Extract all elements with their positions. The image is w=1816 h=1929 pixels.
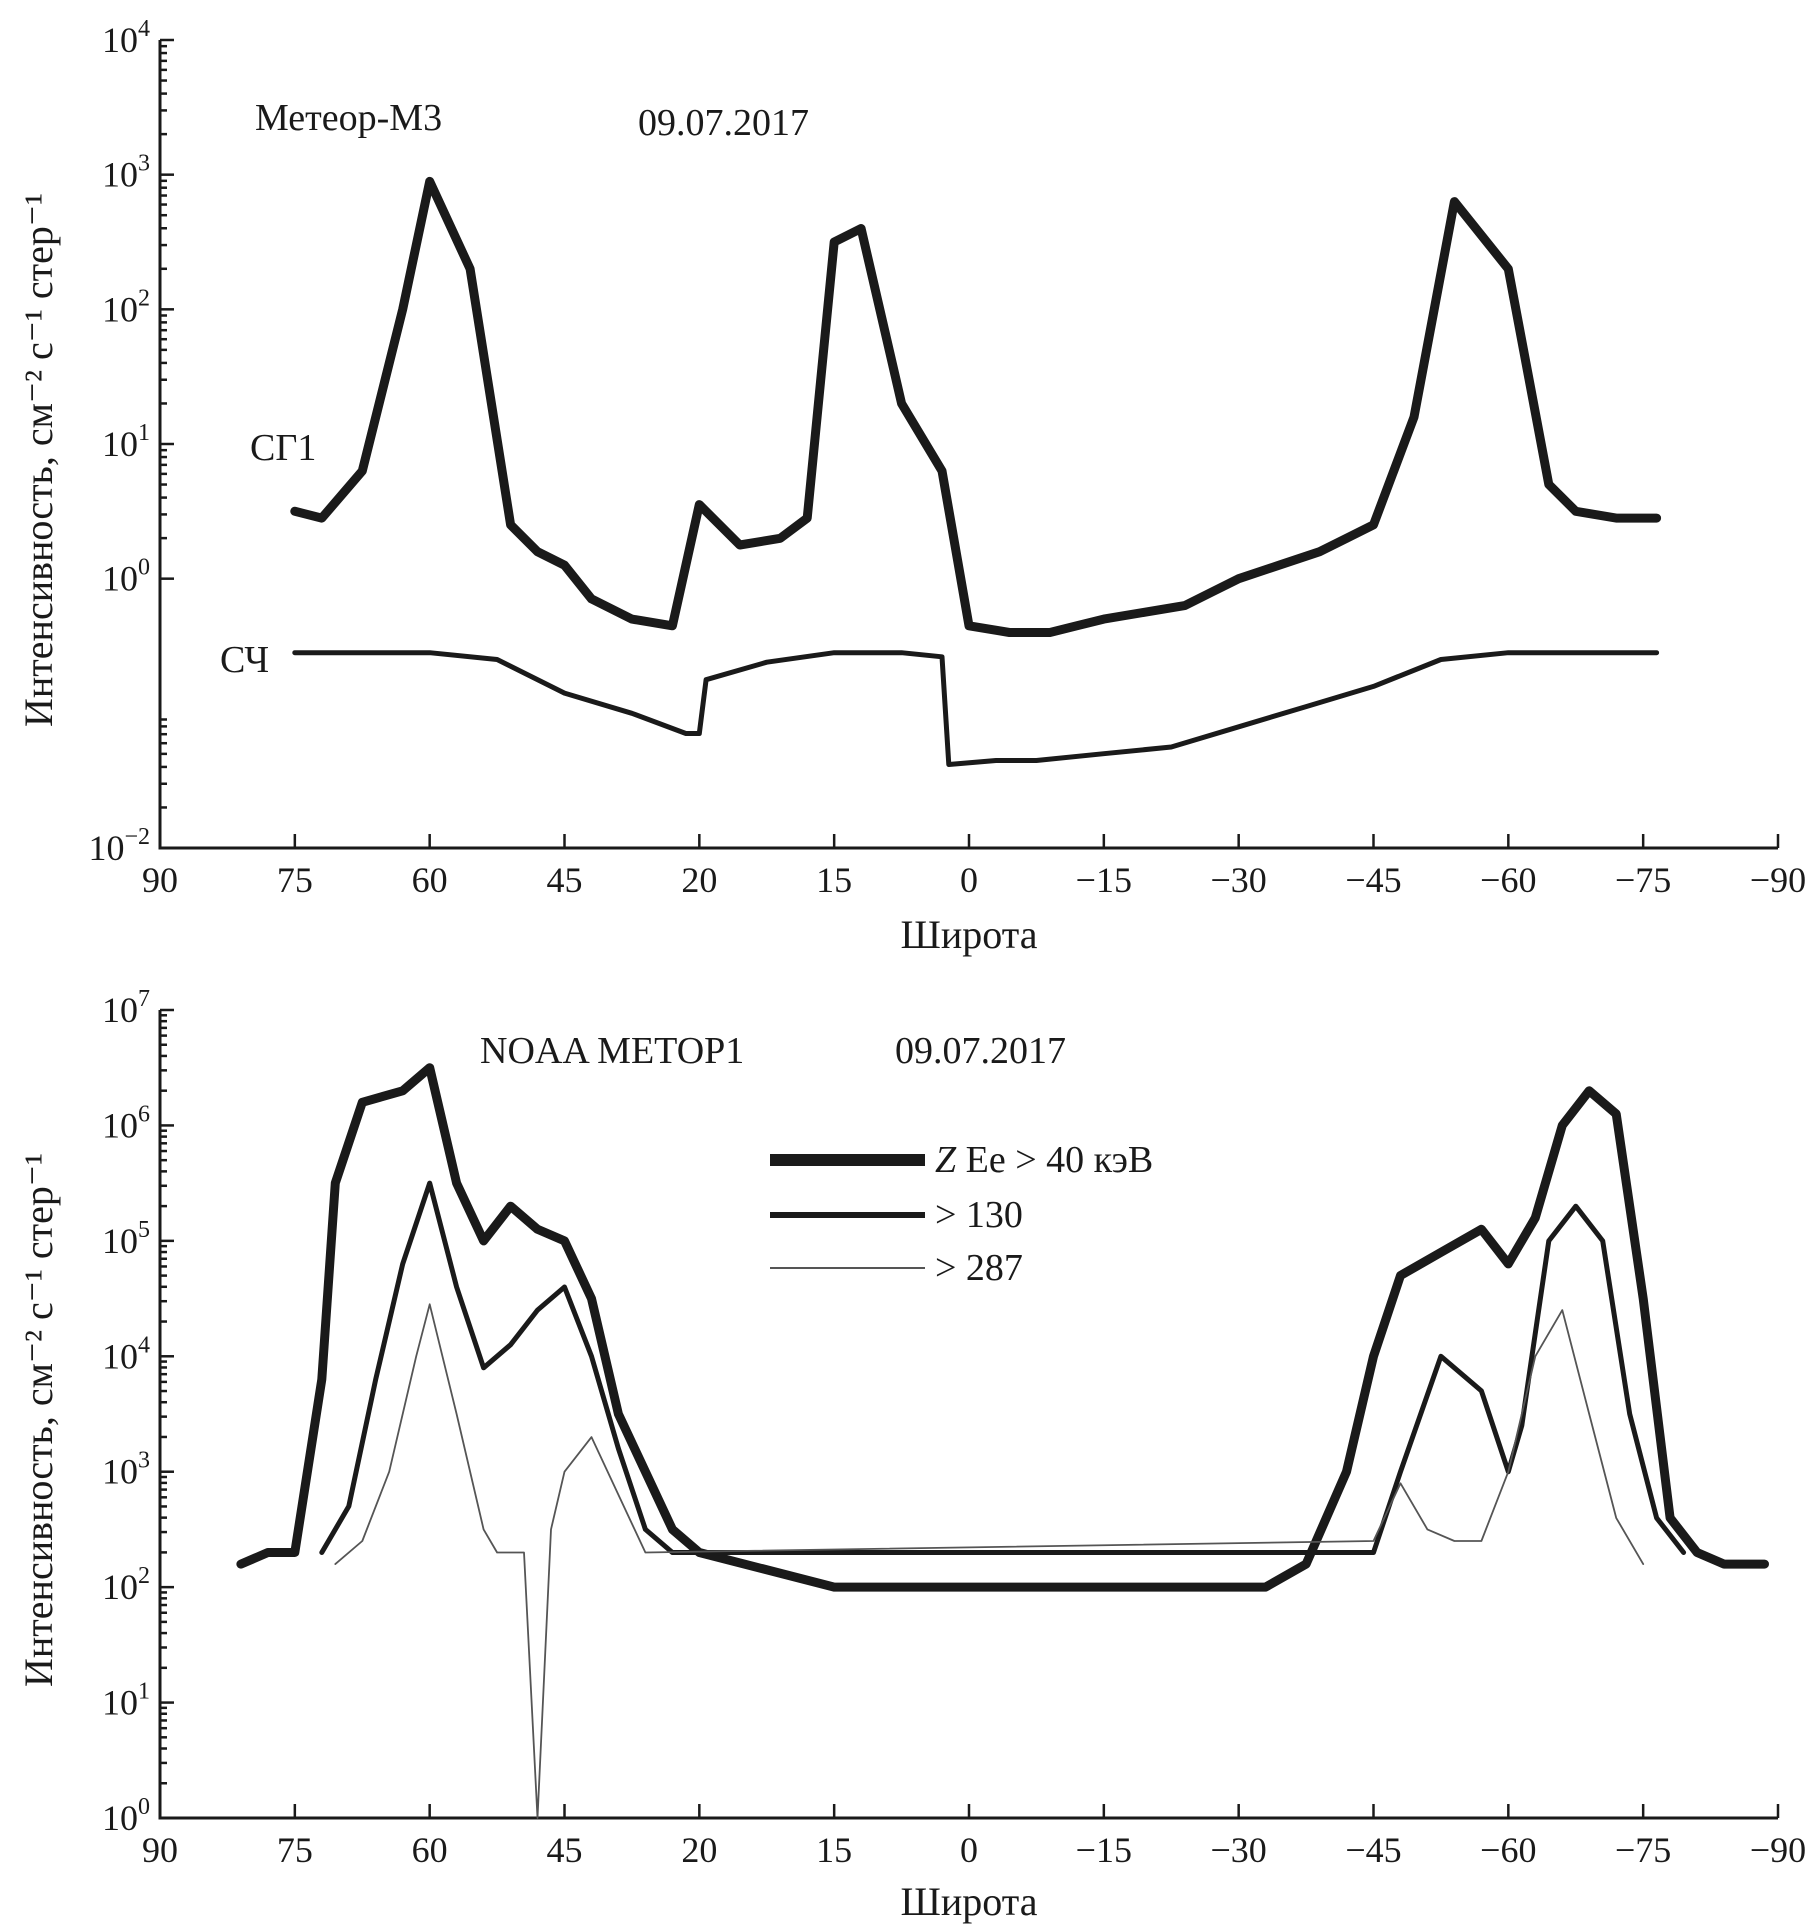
series-line <box>292 650 1660 767</box>
x-tick-label: 60 <box>412 1830 448 1870</box>
x-tick-label: 90 <box>142 1830 178 1870</box>
series-line <box>290 176 1662 637</box>
y-tick-label: 102 <box>102 1563 150 1607</box>
bottom-x-ticks: 90 75 60 45 20 15 0 −15 −30 −45 −60 −75 −90 <box>142 1804 1806 1870</box>
x-tick-label: 20 <box>681 860 717 900</box>
y-tick-label: 104 <box>102 1332 150 1376</box>
y-tick-label: 103 <box>102 151 150 195</box>
x-tick-label: 60 <box>412 860 448 900</box>
top-y-axis-label: Интенсивность, см⁻² с⁻¹ стер⁻¹ <box>16 193 61 727</box>
y-tick-label: 107 <box>102 986 150 1030</box>
y-tick-label: 105 <box>102 1217 150 1261</box>
y-tick-label: 101 <box>102 1679 150 1723</box>
y-tick-label: 10−2 <box>88 824 150 868</box>
x-tick-label: 45 <box>547 860 583 900</box>
x-tick-label: 15 <box>816 1830 852 1870</box>
x-tick-label: 90 <box>142 860 178 900</box>
x-tick-label: −15 <box>1076 1830 1132 1870</box>
x-tick-label: 15 <box>816 860 852 900</box>
top-title: Метеор-М3 <box>255 97 442 139</box>
legend-label-40kev-prefix: Z <box>935 1139 957 1181</box>
x-tick-label: −60 <box>1480 860 1536 900</box>
x-tick-label: 75 <box>277 860 313 900</box>
bottom-y-ticks: 100 101 102 103 104 105 106 107 <box>102 986 174 1838</box>
legend-label-40kev-text: Ee > 40 кэВ <box>956 1139 1153 1181</box>
legend: Z Ee > 40 кэВ > 130 > 287 <box>770 1139 1153 1289</box>
x-tick-label: −30 <box>1211 1830 1267 1870</box>
legend-label-130: > 130 <box>935 1194 1023 1236</box>
x-tick-label: 75 <box>277 1830 313 1870</box>
x-tick-label: −30 <box>1211 860 1267 900</box>
x-tick-label: 20 <box>681 1830 717 1870</box>
legend-label-287: > 287 <box>935 1247 1023 1289</box>
x-tick-label: −75 <box>1615 860 1671 900</box>
y-tick-label: 101 <box>102 420 150 464</box>
series-line <box>334 1303 1645 1819</box>
x-tick-label: −15 <box>1076 860 1132 900</box>
bottom-y-axis-label: Интенсивность, см⁻² с⁻¹ стер⁻¹ <box>16 1153 61 1687</box>
x-tick-label: 0 <box>960 1830 978 1870</box>
top-y-ticks: 10−2 100 101 102 103 104 <box>88 16 174 868</box>
x-tick-label: 0 <box>960 860 978 900</box>
y-tick-label: 100 <box>102 555 150 599</box>
top-x-axis-label: Широта <box>901 912 1038 957</box>
top-x-ticks: 90 75 60 45 20 15 0 −15 −30 −45 −60 −75 −90 <box>142 834 1806 900</box>
panel-noaa-metop1: 100 101 102 103 104 105 106 107 90 75 60 45 20 15 0 −1… <box>16 986 1806 1924</box>
y-tick-label: 104 <box>102 16 150 60</box>
series-line <box>319 1180 1687 1555</box>
x-tick-label: −90 <box>1750 860 1806 900</box>
label-sch: СЧ <box>220 639 269 681</box>
y-tick-label: 100 <box>102 1794 150 1838</box>
top-series <box>290 176 1662 767</box>
x-tick-label: −60 <box>1480 1830 1536 1870</box>
bottom-x-axis-label: Широта <box>901 1879 1038 1924</box>
top-date: 09.07.2017 <box>638 102 809 144</box>
x-tick-label: 45 <box>547 1830 583 1870</box>
bottom-date: 09.07.2017 <box>895 1030 1066 1072</box>
x-tick-label: −90 <box>1750 1830 1806 1870</box>
y-tick-label: 106 <box>102 1101 150 1145</box>
top-axes-frame <box>158 40 1778 850</box>
label-sg1: СГ1 <box>250 427 316 469</box>
x-tick-label: −75 <box>1615 1830 1671 1870</box>
bottom-title: NOAA METOP1 <box>480 1030 744 1072</box>
bottom-series <box>236 1063 1769 1819</box>
x-tick-label: −45 <box>1345 1830 1401 1870</box>
legend-label-40kev: Z Ee > 40 кэВ <box>935 1139 1153 1181</box>
y-tick-label: 102 <box>102 285 150 329</box>
x-tick-label: −45 <box>1345 860 1401 900</box>
y-tick-label: 103 <box>102 1448 150 1492</box>
panel-meteor-m3: 10−2 100 101 102 103 104 90 75 60 45 20 15 0 −15 −30 −… <box>16 16 1806 957</box>
series-line <box>236 1063 1769 1592</box>
